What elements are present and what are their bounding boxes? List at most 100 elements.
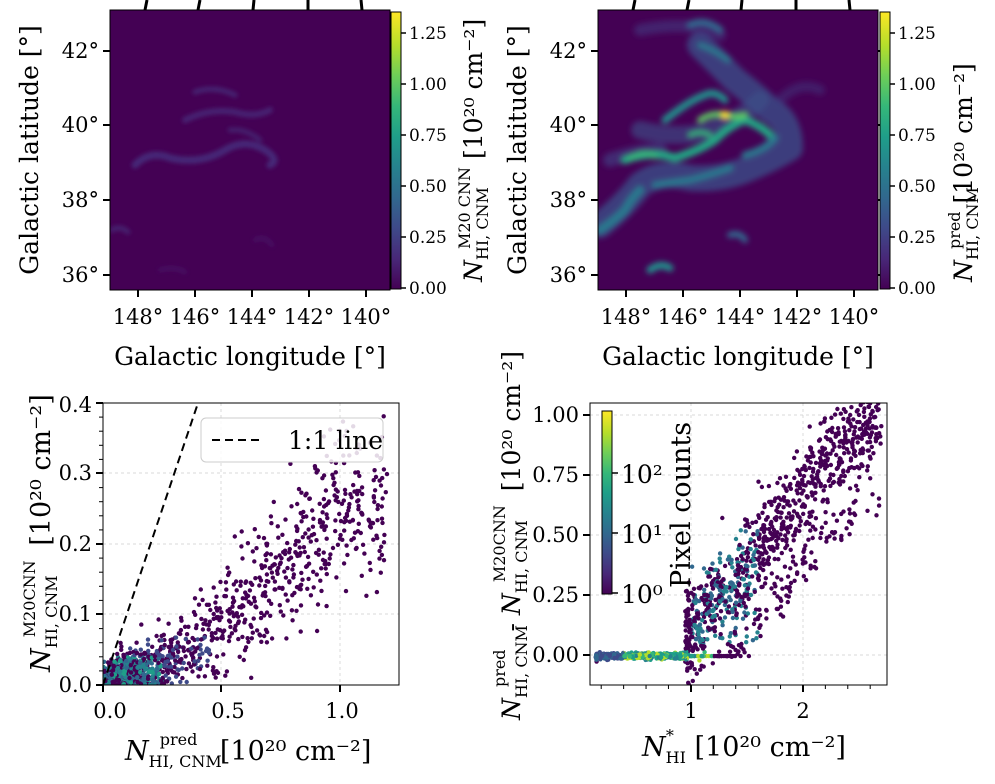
scatter-left-xlabel: NHI, CNM pred [10²⁰ cm⁻²]	[124, 730, 371, 771]
scatter-left-point	[305, 586, 310, 591]
scatter-right-point	[739, 594, 744, 600]
scatter-right-point	[688, 644, 693, 649]
map-right-ytick-label: 38°	[550, 188, 587, 212]
scatter-left-point	[308, 539, 313, 544]
scatter-right-point	[782, 564, 788, 569]
scatter-left-point	[310, 524, 316, 529]
scatter-right-point	[771, 527, 777, 533]
scatter-right-xtick-label: 2	[796, 699, 809, 723]
scatter-left-point	[310, 508, 315, 513]
scatter-left-point	[335, 542, 341, 547]
scatter-right-point	[801, 511, 806, 517]
scatter-left-point	[138, 652, 143, 657]
scatter-right-point	[790, 554, 796, 559]
scatter-right-point	[870, 409, 875, 414]
scatter-right-point	[788, 514, 794, 520]
scatter-right-point	[708, 602, 713, 608]
scatter-right-point	[785, 574, 791, 579]
scatter-left-point	[127, 650, 133, 656]
scatter-right-point	[750, 574, 755, 579]
scatter-right-point	[869, 444, 874, 450]
scatter-left-point	[213, 600, 218, 605]
scatter-right-point	[756, 573, 761, 578]
scatter-left-point	[128, 663, 133, 668]
scatter-left-point	[381, 414, 386, 419]
scatter-right-point	[766, 499, 772, 505]
scatter-right-xtick-marks	[690, 685, 804, 692]
scatter-right-point	[793, 562, 798, 567]
legend-label: 1:1 line	[288, 426, 383, 455]
scatter-left-point	[189, 651, 194, 656]
scatter-right-point	[828, 438, 834, 444]
scatter-left-point	[253, 576, 258, 581]
scatter-right-point	[766, 555, 772, 560]
scatter-left-point	[253, 604, 258, 609]
scatter-right-point	[698, 626, 703, 631]
scatter-left-point	[263, 583, 268, 589]
scatter-left-point	[103, 669, 107, 674]
scatter-left-point	[118, 669, 123, 674]
scatter-left-point	[180, 666, 185, 671]
scatter-left-point	[379, 516, 385, 521]
scatter-left-point	[150, 677, 156, 683]
scatter-left-point	[112, 659, 117, 664]
scatter-right-points	[593, 403, 884, 685]
scatter-left-point	[355, 492, 360, 497]
scatter-left-point	[268, 552, 274, 557]
scatter-right-point	[756, 536, 762, 542]
scatter-left-point	[305, 554, 311, 560]
scatter-left-point	[240, 556, 245, 561]
scatter-right-point	[612, 655, 617, 661]
scatter-right-point	[643, 653, 649, 658]
scatter-right-point	[870, 492, 875, 497]
scatter-right-point	[713, 583, 719, 588]
scatter-right-point	[795, 467, 800, 473]
scatter-left-point	[371, 537, 376, 542]
scatter-right-point	[784, 585, 789, 590]
scatter-right-point	[819, 461, 824, 466]
scatter-right-point	[733, 625, 738, 631]
cbar-label-sup: M20 CNN	[455, 167, 474, 249]
scatter-right-point	[810, 535, 815, 541]
scatter-right-point	[717, 551, 723, 556]
scatter-right-point	[683, 640, 689, 645]
scatter-right-point	[865, 422, 870, 428]
scatter-left-point	[141, 656, 147, 662]
scatter-right-point	[787, 584, 792, 590]
scatter-right-point	[672, 656, 678, 661]
scatter-left-point	[290, 618, 295, 623]
scatter-left-point	[230, 604, 235, 609]
scatter-right-point	[696, 585, 701, 591]
scatter-left-point	[121, 682, 127, 685]
scatter-left-point	[279, 556, 284, 561]
scatter-left-point	[322, 561, 327, 567]
xlabel-sub: HI	[666, 748, 686, 767]
scatter-left-point	[285, 598, 290, 603]
scatter-left-point	[209, 633, 215, 639]
scatter-right-point	[844, 526, 849, 531]
scatter-left-point	[233, 628, 238, 633]
scatter-left-point	[324, 536, 329, 541]
scatter-left-point	[367, 560, 372, 566]
scatter-left-point	[208, 607, 213, 613]
scatter-right-point	[769, 502, 774, 508]
scatter-left-point	[269, 636, 275, 641]
scatter-right-point	[813, 559, 818, 564]
scatter-right-point	[685, 661, 690, 666]
scatter-right-point	[743, 529, 748, 534]
scatter-right-point	[867, 416, 873, 421]
scatter-left-point	[333, 518, 338, 523]
scatter-right-point	[751, 557, 756, 563]
scatter-left-point	[342, 515, 348, 521]
scatter-right-point	[855, 440, 860, 445]
map-left-background	[110, 10, 390, 290]
scatter-left-point	[262, 564, 268, 569]
scatter-right-point	[700, 597, 706, 603]
scatter-right-point	[818, 421, 823, 426]
scatter-left-point	[320, 557, 326, 563]
scatter-right-point	[753, 543, 758, 548]
scatter-right-ytick-marks	[583, 414, 590, 656]
scatter-left-point	[211, 665, 216, 670]
scatter-left-point	[135, 675, 140, 680]
